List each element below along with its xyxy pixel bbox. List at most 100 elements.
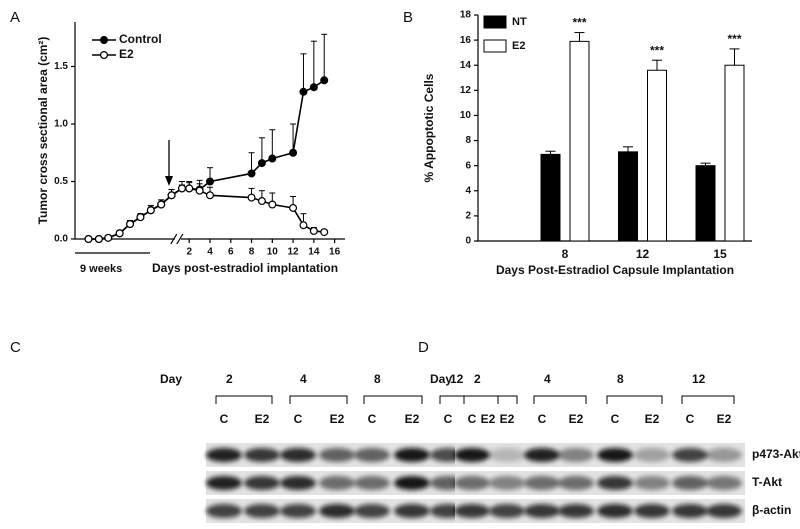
- marker: [289, 203, 298, 212]
- bar: [695, 165, 716, 242]
- x-tick-label: 8: [249, 247, 255, 258]
- marker: [115, 229, 124, 238]
- marker: [320, 228, 329, 237]
- day-value: 8: [617, 372, 624, 386]
- x-tick-label: 14: [308, 247, 320, 258]
- marker: [299, 221, 308, 230]
- y-tick-label: 2: [465, 211, 471, 222]
- series-line: [88, 79, 325, 240]
- blot-band: [672, 476, 708, 490]
- legend-marker: [99, 35, 108, 44]
- lane-label: C: [611, 412, 620, 426]
- panel-letter: D: [418, 339, 429, 356]
- bar: [647, 69, 667, 242]
- blot-band: [354, 476, 390, 490]
- blot-band: [634, 476, 670, 490]
- blot-band: [244, 448, 280, 462]
- y-tick-label: 18: [460, 10, 472, 21]
- x-tick-label: 12: [288, 247, 300, 258]
- y-tick-label: 12: [460, 85, 472, 96]
- x-tick-label: 15: [713, 247, 727, 261]
- marker: [247, 193, 256, 202]
- row-label: p473-Akt: [752, 447, 800, 461]
- blot-band: [354, 504, 390, 518]
- day-value: 4: [300, 372, 307, 386]
- blot-band: [354, 448, 390, 462]
- arrow-head: [165, 176, 173, 186]
- bracket: [215, 395, 273, 404]
- bracket: [463, 395, 518, 404]
- marker: [247, 169, 256, 178]
- blot-band: [454, 504, 490, 518]
- blot-band: [558, 476, 594, 490]
- blot-band: [524, 504, 560, 518]
- marker: [167, 191, 176, 200]
- marker: [206, 191, 215, 200]
- y-tick-label: 0: [465, 236, 471, 247]
- bar: [724, 64, 745, 242]
- blot-band: [489, 448, 525, 462]
- lane-label: E2: [255, 412, 270, 426]
- day-value: 2: [226, 372, 233, 386]
- marker: [299, 87, 308, 96]
- blot-band: [319, 476, 355, 490]
- day-value: 12: [450, 372, 464, 386]
- blot-band: [634, 448, 670, 462]
- blot-band: [489, 476, 525, 490]
- legend-marker: [99, 50, 108, 59]
- bar: [569, 40, 590, 242]
- lane-label: C: [220, 412, 229, 426]
- x-tick-label: 6: [228, 247, 234, 258]
- axis-break: [170, 233, 184, 245]
- row-label: β-actin: [752, 503, 791, 517]
- annotation: ***: [727, 32, 741, 46]
- bracket: [681, 395, 735, 404]
- marker: [177, 184, 186, 193]
- legend-swatch: [483, 39, 507, 53]
- blot-band: [319, 504, 355, 518]
- blot-band: [206, 504, 242, 518]
- legend-label: Control: [119, 32, 162, 46]
- x-axis-label: Days post-estradiol implantation: [152, 261, 338, 275]
- blot-band: [280, 504, 316, 518]
- y-axis-label: % Appoptotic Cells: [422, 73, 436, 182]
- blot-band: [524, 448, 560, 462]
- blot-band: [454, 448, 490, 462]
- panel-letter: C: [10, 339, 21, 356]
- y-tick-label: 4: [465, 185, 471, 196]
- blot-band: [206, 476, 242, 490]
- blot-band: [597, 476, 633, 490]
- y-tick-label: 6: [465, 160, 471, 171]
- bracket: [439, 395, 499, 404]
- blot-band: [454, 476, 490, 490]
- day-value: 8: [374, 372, 381, 386]
- blot-band: [280, 476, 316, 490]
- lane-label: E2: [405, 412, 420, 426]
- x-tick-label: 2: [186, 247, 192, 258]
- legend-label: NT: [512, 16, 527, 28]
- lane-label: C: [444, 412, 453, 426]
- day-value: 12: [692, 372, 706, 386]
- marker: [136, 213, 145, 222]
- blot-band: [394, 448, 430, 462]
- marker: [157, 200, 166, 209]
- marker: [309, 83, 318, 92]
- row-label: T-Akt: [752, 475, 782, 489]
- bracket: [363, 395, 423, 404]
- marker: [257, 159, 266, 168]
- x-tick-label: 8: [562, 247, 569, 261]
- blot-band: [597, 448, 633, 462]
- y-tick-label: 14: [460, 60, 472, 71]
- panel-letter: B: [403, 9, 413, 26]
- marker: [195, 186, 204, 195]
- blot-band: [244, 504, 280, 518]
- marker: [257, 197, 266, 206]
- day-value: 4: [544, 372, 551, 386]
- marker: [104, 233, 113, 242]
- blot-band: [394, 476, 430, 490]
- marker: [206, 177, 215, 186]
- y-axis-label: Tumor cross sectional area (cm²): [36, 37, 50, 225]
- blot-band: [489, 504, 525, 518]
- marker: [146, 206, 155, 215]
- blot-band: [319, 448, 355, 462]
